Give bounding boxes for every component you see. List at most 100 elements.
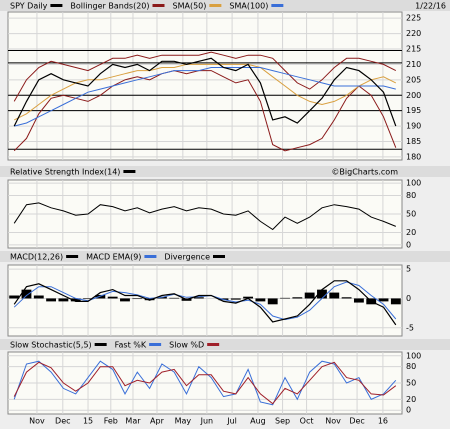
divergence-bar [390, 298, 401, 305]
divergence-bar [33, 295, 44, 299]
header-bar [0, 166, 450, 177]
divergence-bar [144, 298, 155, 301]
y-tick-label: 180 [406, 152, 421, 161]
y-tick-label: 100 [406, 179, 421, 188]
band-upper [13, 51, 397, 102]
y-tick-label: 225 [406, 14, 421, 23]
legend-swatch [207, 343, 220, 346]
divergence-bar [329, 292, 340, 299]
x-tick-label: Feb [104, 417, 118, 426]
series-line [13, 202, 396, 231]
legend-label: Slow Stochastic(5,5) [10, 341, 92, 350]
divergence-bar [341, 297, 352, 299]
divergence-bar [169, 297, 180, 299]
x-tick-label: Nov [29, 417, 45, 426]
legend-swatch [271, 4, 284, 7]
y-tick-label: 220 [406, 29, 421, 38]
y-tick-label: 0 [406, 406, 411, 415]
legend-label: Divergence [164, 253, 210, 262]
divergence-bar [304, 292, 315, 299]
y-tick-label: 50 [406, 379, 416, 388]
x-tick-label: 15 [83, 417, 93, 426]
x-tick-label: Dec [55, 417, 70, 426]
divergence-bar [378, 298, 389, 302]
legend-swatch [50, 4, 63, 7]
y-tick-label: 210 [406, 60, 421, 69]
legend-label: SMA(100) [229, 2, 268, 11]
y-tick-label: 80 [406, 362, 416, 371]
divergence-bar [46, 298, 57, 302]
x-tick-label: Dec [349, 417, 364, 426]
legend-label: Fast %K [115, 341, 147, 350]
divergence-bar [230, 298, 241, 300]
divergence-bar [280, 297, 290, 299]
legend-label: MACD EMA(9) [86, 253, 141, 262]
x-tick-label: May [175, 417, 192, 426]
divergence-bar [193, 297, 204, 299]
divergence-bar [243, 296, 254, 299]
divergence-bar [70, 298, 81, 302]
y-tick-label: 20 [406, 228, 416, 237]
legend-swatch [123, 170, 136, 173]
x-tick-label: Sep [275, 417, 290, 426]
series-line [13, 63, 397, 121]
x-tick-label: Aug [250, 417, 266, 426]
main-line [13, 57, 397, 127]
legend-swatch [213, 255, 225, 258]
x-tick-label: Apr [150, 417, 165, 426]
band-lower [13, 70, 397, 152]
divergence-bar [58, 298, 69, 302]
x-tick-label: Jul [226, 417, 237, 426]
divergence-bar [132, 298, 143, 300]
divergence-bar [107, 296, 118, 299]
divergence-bar [255, 298, 266, 302]
header-bar [0, 0, 450, 11]
y-tick-label: -5 [406, 323, 414, 332]
x-tick-label: Oct [300, 417, 314, 426]
legend-swatch [149, 343, 162, 346]
divergence-bar [9, 295, 20, 299]
y-tick-label: 100 [406, 351, 421, 360]
y-tick-label: 20 [406, 395, 416, 404]
series-line [13, 361, 397, 405]
legend-label: Relative Strength Index(14) [10, 168, 120, 177]
legend-swatch [209, 4, 222, 7]
header-bar [0, 339, 450, 350]
x-tick-label: Nov [325, 417, 341, 426]
divergence-bar [353, 298, 364, 303]
y-tick-label: 80 [406, 191, 416, 200]
y-tick-label: 215 [406, 45, 421, 54]
divergence-bar [21, 289, 32, 299]
legend-swatch [152, 4, 165, 7]
y-tick-label: 0 [406, 294, 411, 303]
legend-label: Bollinger Bands(20) [70, 2, 149, 11]
watermark: ©BigCharts.com [331, 168, 398, 177]
legend-swatch [144, 255, 157, 258]
legend-swatch [66, 255, 79, 258]
series-line [14, 67, 396, 127]
divergence-bar [83, 298, 93, 300]
y-tick-label: 185 [406, 137, 421, 146]
legend-swatch [94, 343, 107, 346]
y-tick-label: 200 [406, 91, 421, 100]
divergence-bar [292, 297, 303, 299]
legend-label: MACD(12,26) [10, 253, 63, 262]
divergence-bar [267, 298, 278, 305]
main-line [13, 280, 397, 326]
x-tick-label: 16 [378, 417, 388, 426]
date-label: 1/22/16 [415, 2, 446, 11]
y-tick-label: 0 [406, 240, 411, 249]
y-tick-label: 190 [406, 122, 421, 131]
legend-label: Slow %D [169, 341, 204, 350]
y-tick-label: 50 [406, 210, 416, 219]
divergence-bar [120, 298, 130, 302]
legend-label: SMA(50) [173, 2, 207, 11]
y-tick-label: 195 [406, 106, 421, 115]
x-tick-label: Jun [200, 417, 214, 426]
divergence-bar [317, 289, 327, 299]
divergence-bar [95, 294, 106, 299]
x-tick-label: Mar [125, 417, 141, 426]
y-tick-label: 5 [406, 265, 411, 274]
y-tick-label: 205 [406, 75, 421, 84]
